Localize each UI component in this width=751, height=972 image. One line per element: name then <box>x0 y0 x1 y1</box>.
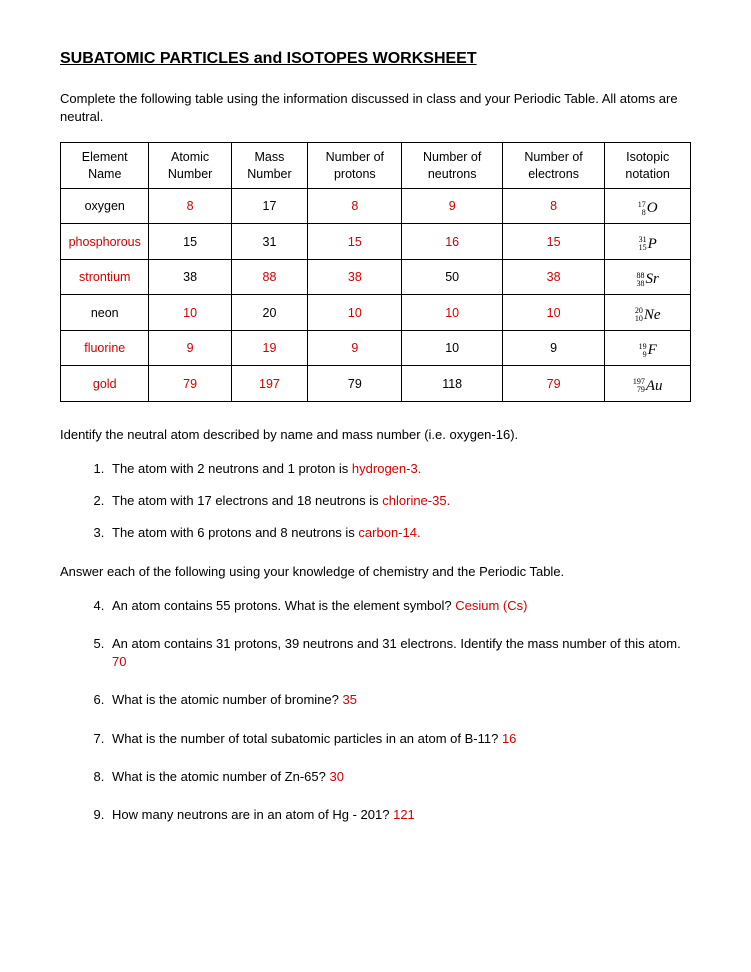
instructions-text: Complete the following table using the i… <box>60 90 691 126</box>
table-cell: 88 <box>231 259 307 295</box>
section-identify: Identify the neutral atom described by n… <box>60 426 691 444</box>
isotope-cell: 178O <box>605 188 691 224</box>
table-cell: 8 <box>149 188 231 224</box>
col-isotopic-notation: Isotopic notation <box>605 143 691 189</box>
table-cell: gold <box>61 366 149 402</box>
table-cell: 9 <box>149 330 231 366</box>
isotope-cell: 19779Au <box>605 366 691 402</box>
table-cell: 8 <box>502 188 604 224</box>
table-cell: 15 <box>149 224 231 260</box>
table-cell: neon <box>61 295 149 331</box>
col-neutrons: Number of neutrons <box>402 143 502 189</box>
table-cell: 10 <box>502 295 604 331</box>
table-row: strontium38883850388838Sr <box>61 259 691 295</box>
isotope-cell: 3115P <box>605 224 691 260</box>
table-cell: 9 <box>402 188 502 224</box>
answer-9: 121 <box>393 807 415 822</box>
answer-8: 30 <box>329 769 343 784</box>
question-9: How many neutrons are in an atom of Hg -… <box>108 806 691 824</box>
answer-4: Cesium (Cs) <box>455 598 527 613</box>
table-cell: 20 <box>231 295 307 331</box>
table-row: neon10201010102010Ne <box>61 295 691 331</box>
table-cell: 118 <box>402 366 502 402</box>
table-cell: 197 <box>231 366 307 402</box>
worksheet-title: SUBATOMIC PARTICLES and ISOTOPES WORKSHE… <box>60 50 691 68</box>
table-row: gold79197791187919779Au <box>61 366 691 402</box>
isotope-cell: 8838Sr <box>605 259 691 295</box>
table-cell: 19 <box>231 330 307 366</box>
isotope-cell: 199F <box>605 330 691 366</box>
answer-3: carbon-14. <box>358 525 420 540</box>
table-cell: 79 <box>308 366 402 402</box>
question-4: An atom contains 55 protons. What is the… <box>108 597 691 615</box>
question-2: The atom with 17 electrons and 18 neutro… <box>108 492 691 510</box>
col-electrons: Number of electrons <box>502 143 604 189</box>
table-cell: 15 <box>502 224 604 260</box>
section-answer: Answer each of the following using your … <box>60 563 691 581</box>
table-cell: 38 <box>502 259 604 295</box>
question-6: What is the atomic number of bromine? 35 <box>108 691 691 709</box>
table-cell: 16 <box>402 224 502 260</box>
table-cell: phosphorous <box>61 224 149 260</box>
table-cell: 9 <box>308 330 402 366</box>
question-5: An atom contains 31 protons, 39 neutrons… <box>108 635 691 671</box>
isotope-table: Element Name Atomic Number Mass Number N… <box>60 142 691 402</box>
table-row: oxygen817898178O <box>61 188 691 224</box>
table-cell: 79 <box>149 366 231 402</box>
answer-5: 70 <box>112 654 126 669</box>
table-cell: strontium <box>61 259 149 295</box>
table-row: phosphorous15311516153115P <box>61 224 691 260</box>
answer-1: hydrogen-3. <box>352 461 421 476</box>
answer-6: 35 <box>343 692 357 707</box>
answer-7: 16 <box>502 731 516 746</box>
table-cell: 31 <box>231 224 307 260</box>
col-atomic-number: Atomic Number <box>149 143 231 189</box>
table-cell: 10 <box>308 295 402 331</box>
table-cell: 50 <box>402 259 502 295</box>
question-8: What is the atomic number of Zn-65? 30 <box>108 768 691 786</box>
table-cell: 17 <box>231 188 307 224</box>
table-cell: 10 <box>402 295 502 331</box>
answer-2: chlorine-35. <box>382 493 450 508</box>
question-7: What is the number of total subatomic pa… <box>108 730 691 748</box>
table-cell: 38 <box>308 259 402 295</box>
question-1: The atom with 2 neutrons and 1 proton is… <box>108 460 691 478</box>
table-cell: oxygen <box>61 188 149 224</box>
table-cell: 79 <box>502 366 604 402</box>
col-mass-number: Mass Number <box>231 143 307 189</box>
table-cell: fluorine <box>61 330 149 366</box>
table-row: fluorine9199109199F <box>61 330 691 366</box>
table-cell: 9 <box>502 330 604 366</box>
table-cell: 10 <box>402 330 502 366</box>
table-cell: 10 <box>149 295 231 331</box>
table-cell: 38 <box>149 259 231 295</box>
table-header-row: Element Name Atomic Number Mass Number N… <box>61 143 691 189</box>
table-cell: 15 <box>308 224 402 260</box>
col-protons: Number of protons <box>308 143 402 189</box>
col-element-name: Element Name <box>61 143 149 189</box>
isotope-cell: 2010Ne <box>605 295 691 331</box>
question-3: The atom with 6 protons and 8 neutrons i… <box>108 524 691 542</box>
table-cell: 8 <box>308 188 402 224</box>
